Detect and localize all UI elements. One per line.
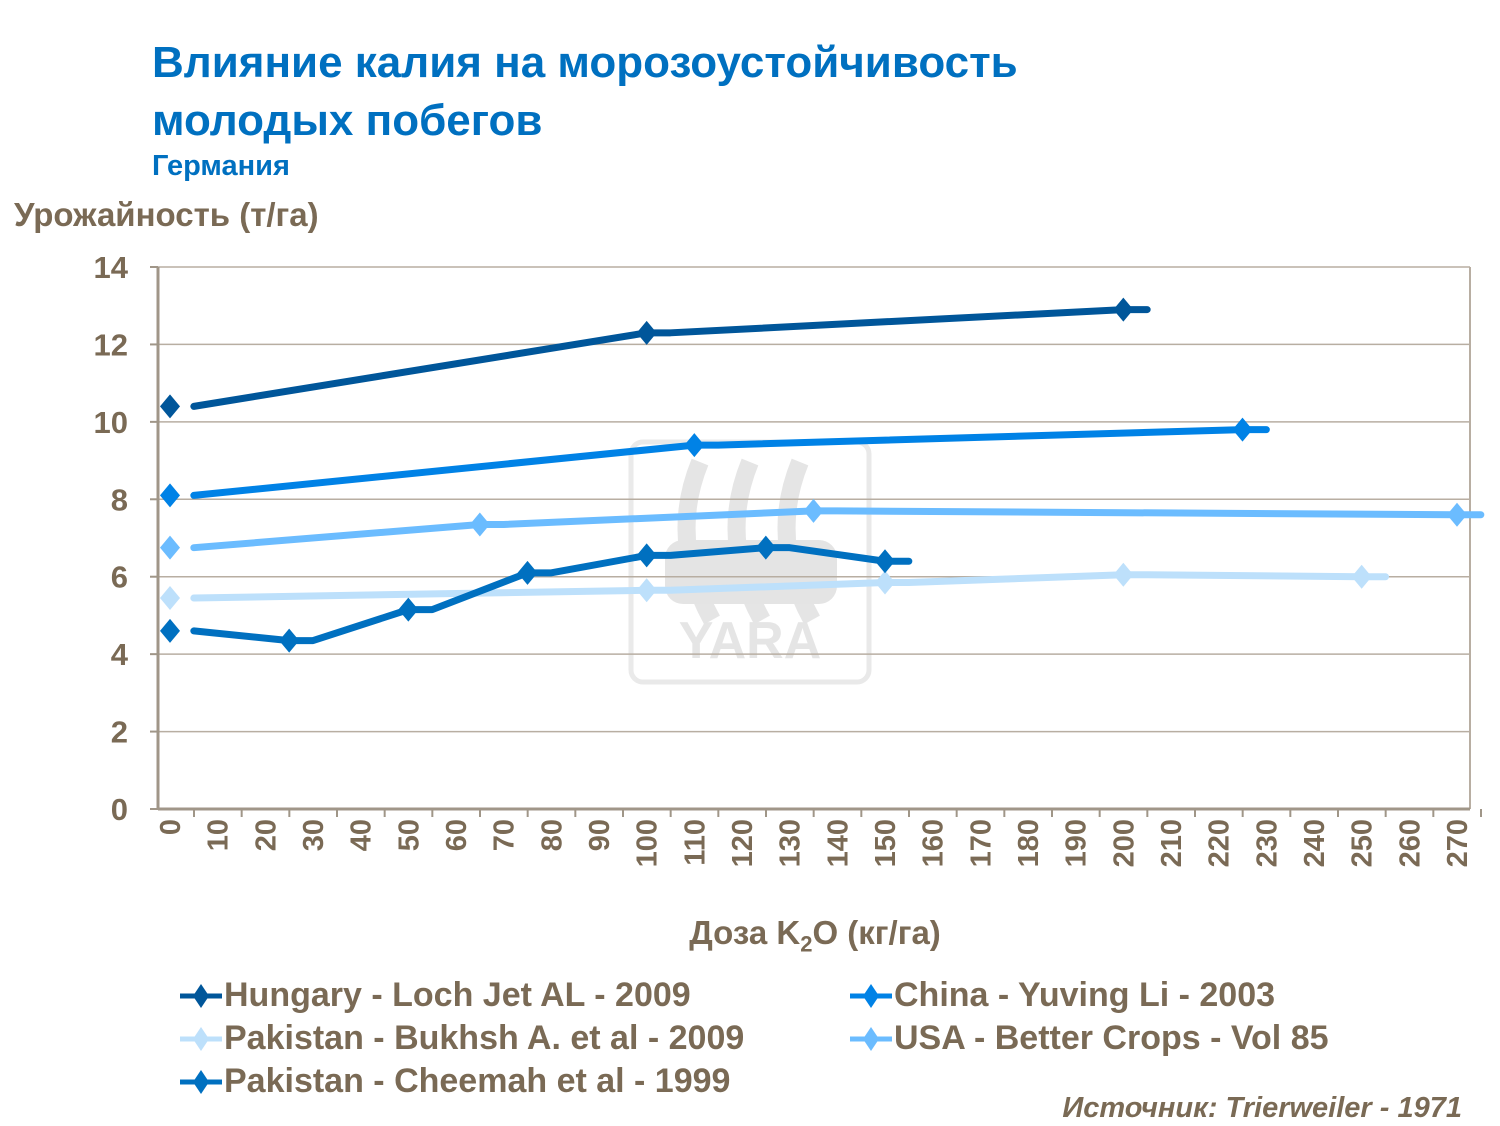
data-point-marker bbox=[1113, 297, 1134, 322]
x-tick-label: 150 bbox=[870, 819, 902, 867]
series-4 bbox=[160, 535, 913, 653]
x-tick-label: 110 bbox=[679, 819, 711, 866]
series-line bbox=[190, 507, 1485, 552]
data-point-marker bbox=[1447, 502, 1467, 527]
legend-diamond-icon bbox=[850, 1026, 892, 1051]
data-point-marker bbox=[684, 433, 705, 458]
data-point-marker bbox=[517, 560, 538, 585]
chart-title: Влияние калия на морозоустойчивость моло… bbox=[152, 34, 1018, 150]
legend-item: Pakistan - Bukhsh A. et al - 2009 bbox=[178, 1019, 744, 1058]
data-point-marker bbox=[636, 320, 657, 345]
data-point-marker bbox=[279, 628, 300, 653]
legend-diamond-icon bbox=[180, 1026, 222, 1051]
data-point-marker bbox=[636, 543, 657, 568]
x-tick-label: 230 bbox=[1251, 819, 1283, 867]
x-tick-label: 210 bbox=[1156, 819, 1188, 867]
y-axis-label: Урожайность (т/га) bbox=[14, 196, 319, 233]
legend-diamond-icon bbox=[180, 1069, 222, 1094]
y-tick-label: 8 bbox=[111, 482, 128, 517]
data-point-marker bbox=[160, 535, 180, 560]
y-tick-label: 2 bbox=[111, 715, 128, 750]
series-line bbox=[190, 306, 1151, 410]
series-2 bbox=[160, 562, 1389, 611]
x-axis-label: Доза K2O (кг/га) bbox=[0, 914, 1500, 958]
data-point-marker bbox=[160, 483, 180, 508]
data-point-marker bbox=[469, 512, 490, 537]
x-tick-label: 190 bbox=[1061, 819, 1093, 867]
x-tick-label: 170 bbox=[965, 819, 997, 867]
x-tick-label: 20 bbox=[250, 819, 282, 851]
source-note: Источник: Trierweiler - 1971 bbox=[1062, 1092, 1462, 1124]
legend-item: Pakistan - Cheemah et al - 1999 bbox=[178, 1062, 730, 1101]
x-label-rest: O (кг/га) bbox=[812, 914, 941, 951]
legend-label: USA - Better Crops - Vol 85 bbox=[894, 1019, 1329, 1057]
data-point-marker bbox=[636, 578, 657, 603]
series-line bbox=[190, 426, 1270, 499]
x-tick-label: 70 bbox=[489, 819, 521, 851]
x-tick-label: 10 bbox=[203, 819, 235, 851]
series-1 bbox=[160, 417, 1270, 508]
x-tick-label: 200 bbox=[1108, 819, 1140, 867]
data-point-marker bbox=[875, 570, 895, 595]
y-tick-label: 6 bbox=[111, 560, 128, 595]
x-tick-label: 180 bbox=[1013, 819, 1045, 867]
title-line-1: Влияние калия на морозоустойчивость bbox=[152, 38, 1018, 87]
data-point-marker bbox=[160, 618, 180, 643]
x-tick-label: 50 bbox=[393, 819, 425, 851]
series-0 bbox=[160, 297, 1151, 419]
x-label-main: Доза K bbox=[689, 914, 801, 951]
legend-label: Hungary - Loch Jet AL - 2009 bbox=[224, 976, 691, 1014]
legend-diamond-icon bbox=[850, 983, 892, 1008]
data-point-marker bbox=[803, 498, 824, 523]
x-tick-label: 160 bbox=[918, 819, 950, 867]
x-tick-label: 260 bbox=[1394, 819, 1426, 867]
chart-subtitle: Германия bbox=[152, 150, 290, 182]
data-point-marker bbox=[875, 549, 895, 574]
x-tick-label: 30 bbox=[298, 819, 330, 851]
x-tick-label: 130 bbox=[775, 819, 807, 867]
x-label-sub: 2 bbox=[800, 931, 813, 957]
x-tick-label: 220 bbox=[1204, 819, 1236, 867]
series-3 bbox=[160, 498, 1485, 560]
x-tick-label: 60 bbox=[441, 819, 473, 851]
data-point-marker bbox=[1351, 564, 1372, 589]
x-tick-label: 90 bbox=[584, 819, 616, 851]
data-point-marker bbox=[1232, 417, 1253, 442]
legend-item: Hungary - Loch Jet AL - 2009 bbox=[178, 976, 691, 1015]
y-tick-label: 10 bbox=[94, 405, 128, 440]
legend-label: China - Yuving Li - 2003 bbox=[894, 976, 1276, 1014]
data-point-marker bbox=[1113, 562, 1134, 587]
x-tick-label: 0 bbox=[155, 819, 187, 835]
data-point-marker bbox=[398, 597, 419, 622]
legend-label: Pakistan - Cheemah et al - 1999 bbox=[224, 1062, 731, 1100]
legend-label: Pakistan - Bukhsh A. et al - 2009 bbox=[224, 1019, 745, 1057]
data-point-marker bbox=[160, 586, 180, 611]
x-tick-label: 120 bbox=[727, 819, 759, 867]
y-tick-label: 0 bbox=[111, 792, 128, 827]
legend-item: USA - Better Crops - Vol 85 bbox=[848, 1019, 1329, 1058]
data-point-marker bbox=[755, 535, 776, 560]
x-tick-label: 80 bbox=[536, 819, 568, 851]
x-tick-label: 140 bbox=[822, 819, 854, 867]
title-line-2: молодых побегов bbox=[152, 96, 543, 145]
y-tick-label: 12 bbox=[94, 327, 128, 362]
series-line bbox=[190, 544, 913, 645]
y-tick-label: 4 bbox=[111, 637, 129, 672]
legend-item: China - Yuving Li - 2003 bbox=[848, 976, 1275, 1015]
x-tick-label: 100 bbox=[632, 819, 664, 867]
y-tick-label: 14 bbox=[94, 250, 129, 285]
yara-watermark-logo: YARA bbox=[628, 439, 872, 685]
data-point-marker bbox=[160, 394, 180, 419]
x-tick-label: 250 bbox=[1347, 819, 1379, 867]
x-tick-label: 40 bbox=[346, 819, 378, 851]
x-tick-label: 240 bbox=[1299, 819, 1331, 867]
x-tick-label: 270 bbox=[1442, 819, 1474, 867]
watermark-text: YARA bbox=[679, 612, 822, 670]
legend-diamond-icon bbox=[180, 983, 222, 1008]
